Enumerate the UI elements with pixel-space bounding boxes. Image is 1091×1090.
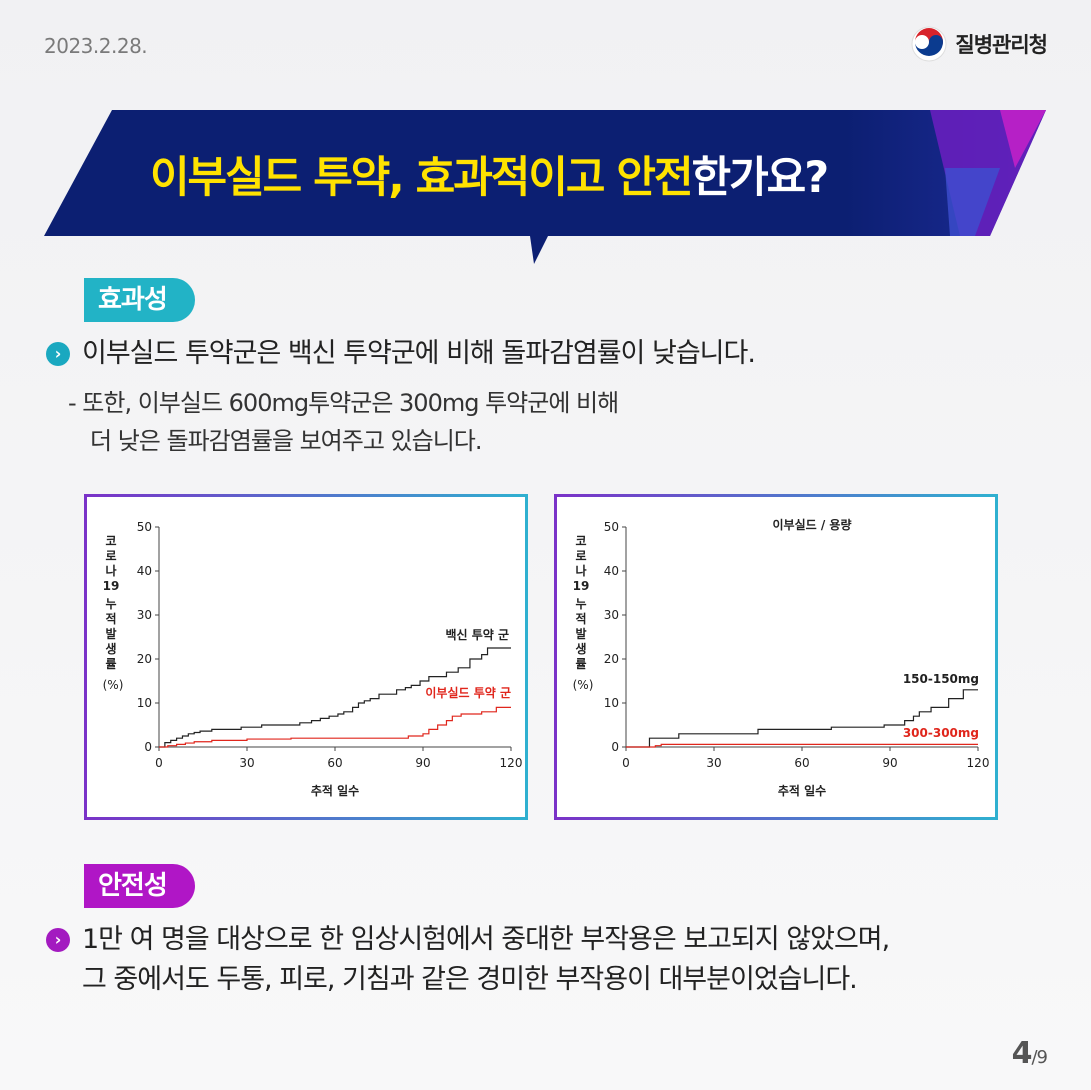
x-tick-label: 30 (239, 756, 254, 770)
series-label: 이부실드 투약 군 (425, 685, 511, 700)
section-tag-efficacy: 효과성 (84, 278, 195, 322)
series-line (159, 706, 511, 748)
y-tick-label: 20 (137, 652, 152, 666)
series-line (626, 743, 978, 748)
efficacy-sub-line1: - 또한, 이부실드 600mg투약군은 300mg 투약군에 비해 (68, 389, 619, 417)
chevron-right-icon: › (46, 342, 70, 366)
x-tick-label: 60 (794, 756, 809, 770)
safety-line1: 1만 여 명을 대상으로 한 임상시험에서 중대한 부작용은 보고되지 않았으며… (82, 924, 890, 955)
x-tick-label: 120 (500, 756, 523, 770)
safety-point-text: 1만 여 명을 대상으로 한 임상시험에서 중대한 부작용은 보고되지 않았으며… (82, 920, 890, 1000)
y-axis-label: 생 (575, 641, 586, 656)
page-title: 이부실드 투약, 효과적이고 안전한가요? (150, 143, 830, 205)
title-end: 한가요? (691, 153, 830, 203)
series-line (159, 647, 511, 748)
series-label: 300-300mg (903, 726, 979, 740)
y-tick-label: 40 (137, 564, 152, 578)
y-tick-label: 10 (137, 696, 152, 710)
y-axis-label: 로 (105, 549, 116, 563)
page-number: 4/9 (1011, 1036, 1048, 1071)
section-tag-safety: 안전성 (84, 864, 195, 908)
y-axis-label: 발 (105, 626, 116, 641)
y-axis-label: 19 (573, 579, 590, 593)
x-tick-label: 0 (155, 756, 163, 770)
y-axis-label: 생 (105, 641, 116, 656)
y-axis-label: 코 (575, 534, 586, 548)
x-tick-label: 90 (882, 756, 897, 770)
efficacy-point-text: 이부실드 투약군은 백신 투약군에 비해 돌파감염률이 낮습니다. (82, 338, 756, 369)
y-axis-label: 적 (575, 611, 586, 626)
y-axis-label: 나 (575, 563, 586, 578)
y-tick-label: 20 (604, 652, 619, 666)
safety-line2: 그 중에서도 두통, 피로, 기침과 같은 경미한 부작용이 대부분이었습니다. (82, 964, 858, 995)
y-axis-label: 적 (105, 611, 116, 626)
y-axis-label: 코 (105, 534, 116, 548)
y-axis-label: 률 (575, 657, 586, 671)
x-tick-label: 30 (706, 756, 721, 770)
date: 2023.2.28. (44, 34, 148, 58)
x-axis-label: 추적 일수 (778, 783, 826, 798)
y-tick-label: 0 (611, 740, 619, 754)
title-banner (44, 110, 1046, 264)
x-axis-label: 추적 일수 (311, 783, 359, 798)
efficacy-point: › 이부실드 투약군은 백신 투약군에 비해 돌파감염률이 낮습니다. (46, 334, 756, 374)
page-total: /9 (1031, 1047, 1048, 1068)
chart-dose: 0 10 20 30 40 50 0 30 60 90 120 추적 일수 코 로 나 19 누 적 발 생 률 (%) 이… (554, 494, 998, 820)
y-axis-label: 로 (575, 549, 586, 563)
y-tick-label: 30 (604, 608, 619, 622)
y-axis-label: 발 (575, 626, 586, 641)
x-tick-label: 90 (415, 756, 430, 770)
y-axis-label: 누 (575, 597, 586, 611)
org-logo[interactable]: 질병관리청 (911, 26, 1048, 62)
y-axis-label: (%) (573, 678, 594, 692)
y-tick-label: 30 (137, 608, 152, 622)
x-tick-label: 120 (967, 756, 990, 770)
chart-title: 이부실드 / 용량 (773, 517, 852, 532)
y-tick-label: 50 (604, 520, 619, 534)
x-tick-label: 0 (622, 756, 630, 770)
y-axis-label: (%) (103, 678, 124, 692)
efficacy-sub: - 또한, 이부실드 600mg투약군은 300mg 투약군에 비해 더 낮은 … (68, 384, 619, 460)
korea-emblem-icon (911, 26, 947, 62)
efficacy-sub-line2: 더 낮은 돌파감염률을 보여주고 있습니다. (90, 427, 483, 455)
series-label: 150-150mg (903, 672, 979, 686)
chevron-right-icon: › (46, 928, 70, 952)
title-highlight: 이부실드 투약, 효과적이고 안전 (150, 153, 694, 203)
safety-point: › 1만 여 명을 대상으로 한 임상시험에서 중대한 부작용은 보고되지 않았… (46, 920, 1046, 1000)
y-tick-label: 50 (137, 520, 152, 534)
y-axis-label: 나 (105, 563, 116, 578)
org-name: 질병관리청 (955, 33, 1048, 57)
x-tick-label: 60 (327, 756, 342, 770)
chart-vaccine-vs-evusheld: 0 10 20 30 40 50 0 30 60 90 120 추적 일수 코 로 나 19 누 적 발 생 률 (%) 백… (84, 494, 528, 820)
y-axis-label: 률 (105, 657, 116, 671)
y-axis-label: 19 (103, 579, 120, 593)
y-tick-label: 0 (144, 740, 152, 754)
y-tick-label: 10 (604, 696, 619, 710)
y-axis-label: 누 (105, 597, 116, 611)
page-current: 4 (1011, 1036, 1033, 1071)
y-tick-label: 40 (604, 564, 619, 578)
series-label: 백신 투약 군 (445, 627, 509, 642)
series-line (626, 689, 978, 748)
